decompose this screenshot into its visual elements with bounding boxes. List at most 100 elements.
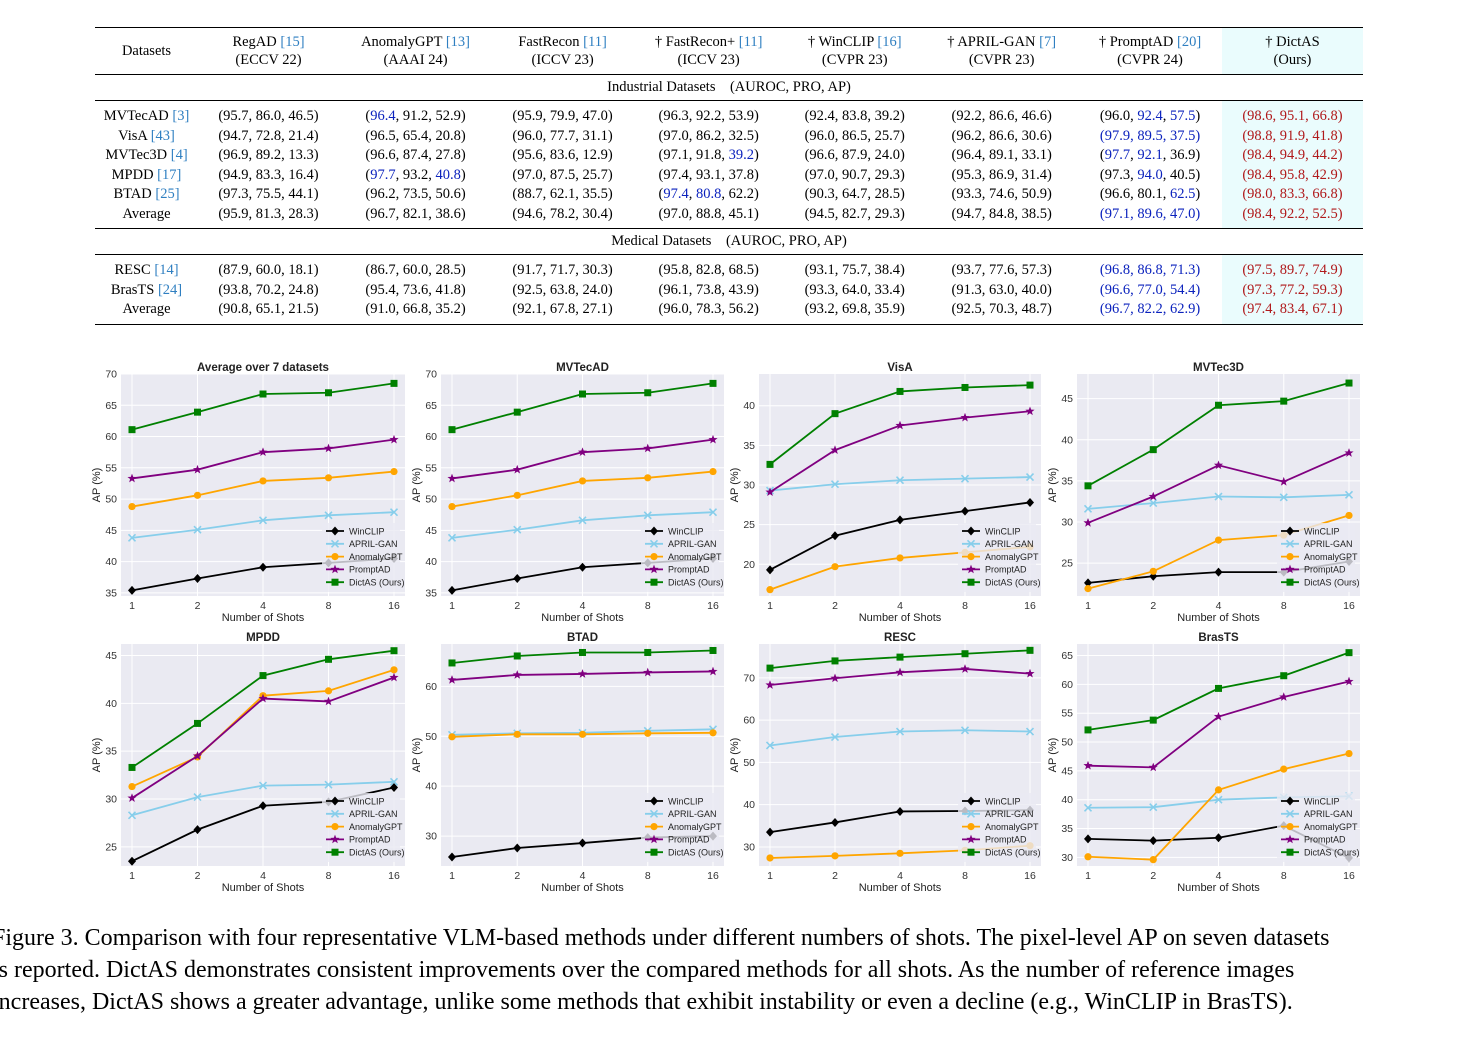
legend-marker	[1286, 578, 1294, 586]
metric-value: (91.3, 63.0, 40.0)	[951, 281, 1052, 298]
data-point	[259, 672, 267, 680]
data-point	[259, 692, 267, 700]
metric-value: (96.6, 77.0, 54.4)	[1099, 281, 1201, 298]
metric-cell: (97.5, 89.7, 74.9)	[1221, 254, 1363, 281]
x-axis-label: Number of Shots	[859, 612, 942, 624]
y-tick-label: 55	[1061, 708, 1073, 720]
column-header-name: Datasets	[95, 42, 198, 60]
data-point	[831, 852, 839, 860]
metric-value: (96.7, 82.1, 38.6)	[365, 205, 466, 222]
citation-ref: [43]	[150, 127, 175, 144]
data-point	[579, 648, 586, 656]
metric-value: (93.2, 69.8, 35.9)	[804, 301, 905, 318]
metric-cell: (96.4, 89.1, 33.1)	[925, 146, 1078, 166]
metric-cell: (96.6, 87.9, 24.0)	[784, 146, 925, 166]
series-line	[451, 728, 714, 736]
column-header: FastRecon [11] (ICCV 23)	[492, 27, 634, 75]
legend-marker	[330, 809, 340, 818]
venue-label: (ICCV 23)	[677, 52, 740, 68]
table-row: MPDD [17] (94.9, 83.3, 16.4) (97.7, 93.2, …	[95, 165, 1363, 186]
legend-marker	[331, 553, 339, 561]
data-point	[578, 728, 587, 737]
legend-label: AnomalyGPT	[985, 822, 1039, 832]
data-point	[1213, 460, 1224, 470]
x-tick-label: 1	[129, 870, 135, 882]
dataset-label: MVTec3D	[105, 147, 171, 164]
data-point	[766, 827, 774, 837]
metric-cell: (93.7, 77.6, 57.3)	[925, 255, 1078, 281]
method-name: † DictAS	[1265, 34, 1320, 50]
metric-value: 92.4	[1137, 108, 1163, 125]
legend-label: PromptAD	[349, 835, 391, 845]
data-point	[1345, 379, 1353, 387]
method-name: FastRecon	[518, 34, 584, 50]
metric-value: (97.1, 89.6, 47.0)	[1099, 205, 1201, 222]
x-axis-label: Number of Shots	[541, 882, 624, 894]
metric-value: 39.2	[728, 147, 754, 164]
section-title: Industrial Datasets (AUROC, PRO, AP)	[95, 74, 1363, 101]
metric-value: (93.8, 70.2, 24.8)	[218, 281, 319, 298]
metric-cell: (98.8, 91.9, 41.8)	[1221, 126, 1363, 146]
data-point	[447, 473, 457, 483]
method-name: RegAD	[232, 34, 281, 50]
metric-value: (95.3, 86.9, 31.4)	[951, 166, 1052, 183]
table-row: Average (95.9, 81.3, 28.3) (96.7, 82.1, 38…	[95, 204, 1363, 229]
venue-label: (CVPR 24)	[1117, 52, 1183, 68]
series-line	[131, 780, 395, 817]
series-line	[1087, 651, 1350, 731]
y-tick-label: 40	[1061, 794, 1073, 806]
data-point	[895, 667, 905, 677]
metric-cell: (97.4, 93.1, 37.8)	[633, 166, 784, 186]
table-row: MVTec3D [4] (96.9, 89.2, 13.3) (96.6, 87.4…	[95, 146, 1363, 166]
metric-value: (97.4, 83.4, 67.1)	[1242, 301, 1343, 318]
metric-value: (96.0, 86.5, 25.7)	[804, 127, 905, 144]
metric-value: (	[1099, 147, 1105, 164]
metric-cell: (90.8, 65.1, 21.5)	[198, 300, 339, 325]
data-point	[709, 729, 717, 737]
x-axis-label: Number of Shots	[1177, 882, 1260, 894]
x-tick-label: 1	[1085, 870, 1091, 882]
table-row: RESC [14] (87.9, 60.0, 18.1) (86.7, 60.0, …	[95, 254, 1363, 281]
legend-marker	[649, 834, 659, 844]
data-point	[709, 831, 717, 841]
plot-area	[121, 374, 405, 596]
data-point	[1280, 765, 1288, 773]
data-point	[961, 806, 969, 816]
legend-marker	[1286, 553, 1294, 561]
metric-cell: (90.3, 64.7, 28.5)	[784, 185, 925, 205]
data-point	[513, 730, 521, 738]
table-row: Average (90.8, 65.1, 21.5) (91.0, 66.8, 35…	[95, 300, 1363, 325]
data-point	[643, 726, 652, 735]
legend-marker	[967, 526, 975, 536]
data-point	[1026, 805, 1034, 815]
column-header: † PromptAD [20] (CVPR 24)	[1078, 27, 1222, 75]
metric-value: (87.9, 60.0, 18.1)	[218, 262, 319, 279]
series-line	[131, 511, 395, 539]
x-tick-label: 2	[514, 870, 520, 882]
series-line	[1087, 514, 1350, 590]
y-tick-label: 30	[743, 480, 755, 492]
y-axis-label: AP (%)	[411, 738, 423, 773]
chart-panel: 30 35 40 45 50 55 60 65 1 2 4 8 16 BrasTS Number of Sh…	[1047, 632, 1360, 894]
data-point	[194, 408, 201, 416]
legend-marker	[331, 526, 339, 536]
dataset-label: RESC	[114, 262, 155, 279]
dataset-name: MVTecAD [3]	[95, 101, 198, 127]
metric-cell: (96.5, 65.4, 20.8)	[339, 127, 492, 147]
metric-value: 62.5	[1169, 186, 1196, 203]
legend-marker	[649, 564, 659, 574]
legend-marker	[650, 553, 658, 561]
column-header: † FastRecon+ [11] (ICCV 23)	[633, 27, 785, 75]
metric-value: (94.9, 83.3, 16.4)	[218, 166, 319, 183]
legend-label: AnomalyGPT	[349, 552, 403, 562]
metric-value: (	[365, 108, 371, 125]
citation-ref: [25]	[155, 186, 180, 203]
y-axis-label: AP (%)	[729, 738, 741, 773]
metric-cell: (91.3, 63.0, 40.0)	[925, 281, 1078, 301]
legend-marker	[1285, 539, 1295, 548]
column-header-venue: (ICCV 23)	[492, 51, 633, 69]
column-header: AnomalyGPT [13] (AAAI 24)	[338, 27, 493, 75]
column-header-name: † APRIL-GAN [7]	[925, 33, 1078, 51]
x-axis-label: Number of Shots	[859, 882, 942, 894]
data-point	[1083, 803, 1093, 812]
